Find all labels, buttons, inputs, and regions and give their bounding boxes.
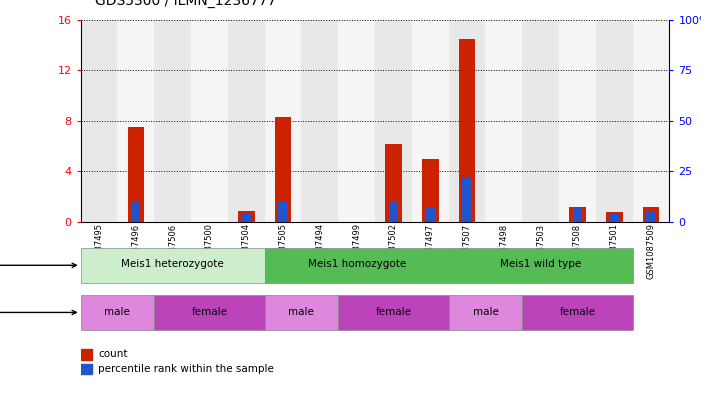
Text: Meis1 heterozygote: Meis1 heterozygote xyxy=(121,259,224,270)
Bar xyxy=(154,295,265,330)
Text: female: female xyxy=(559,307,595,317)
Text: female: female xyxy=(376,307,411,317)
Bar xyxy=(301,20,338,222)
Bar xyxy=(154,20,191,222)
Bar xyxy=(449,20,485,222)
Bar xyxy=(338,295,449,330)
Bar xyxy=(646,212,655,222)
Bar xyxy=(228,20,265,222)
Text: Meis1 wild type: Meis1 wild type xyxy=(500,259,581,270)
Bar xyxy=(238,211,254,222)
Text: count: count xyxy=(98,349,128,359)
Text: genotype/variation: genotype/variation xyxy=(0,260,76,270)
Bar xyxy=(522,295,632,330)
Bar xyxy=(338,20,375,222)
Text: female: female xyxy=(191,307,227,317)
Text: GDS5300 / ILMN_1236777: GDS5300 / ILMN_1236777 xyxy=(95,0,276,8)
Bar xyxy=(385,143,402,222)
Bar xyxy=(81,349,92,360)
Bar xyxy=(522,20,559,222)
Bar xyxy=(606,212,622,222)
Bar xyxy=(559,20,596,222)
Bar xyxy=(81,248,265,283)
Bar xyxy=(422,159,439,222)
Bar xyxy=(275,117,292,222)
Text: Meis1 homozygote: Meis1 homozygote xyxy=(308,259,406,270)
Bar xyxy=(485,20,522,222)
Bar xyxy=(449,295,522,330)
Bar xyxy=(128,127,144,222)
Text: gender: gender xyxy=(0,307,76,318)
Bar xyxy=(632,20,669,222)
Bar xyxy=(265,248,449,283)
Bar xyxy=(426,208,435,222)
Bar xyxy=(81,295,154,330)
Bar xyxy=(131,202,140,222)
Bar xyxy=(610,214,619,222)
Text: percentile rank within the sample: percentile rank within the sample xyxy=(98,364,274,374)
Bar xyxy=(242,214,251,222)
Bar xyxy=(278,202,287,222)
Bar xyxy=(118,20,154,222)
Bar xyxy=(81,364,92,374)
Text: male: male xyxy=(289,307,314,317)
Bar xyxy=(265,295,338,330)
Bar xyxy=(458,39,475,222)
Bar xyxy=(569,207,586,222)
Bar xyxy=(449,248,632,283)
Bar xyxy=(643,207,660,222)
Bar xyxy=(81,20,118,222)
Text: male: male xyxy=(472,307,498,317)
Bar xyxy=(596,20,632,222)
Bar xyxy=(463,178,472,222)
Text: male: male xyxy=(104,307,130,317)
Bar xyxy=(375,20,412,222)
Bar xyxy=(265,20,301,222)
Bar xyxy=(412,20,449,222)
Bar xyxy=(191,20,228,222)
Bar xyxy=(573,208,582,222)
Bar xyxy=(389,202,398,222)
